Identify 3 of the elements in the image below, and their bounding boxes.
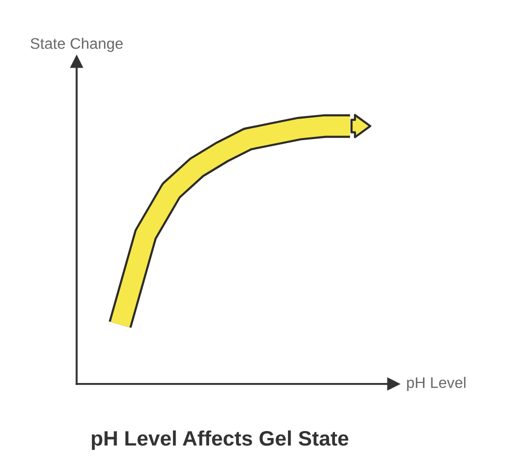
y-axis-title: State Change <box>30 38 123 52</box>
x-axis-title: pH Level <box>407 376 466 392</box>
text: pH Level Affects Gel State <box>92 430 348 450</box>
